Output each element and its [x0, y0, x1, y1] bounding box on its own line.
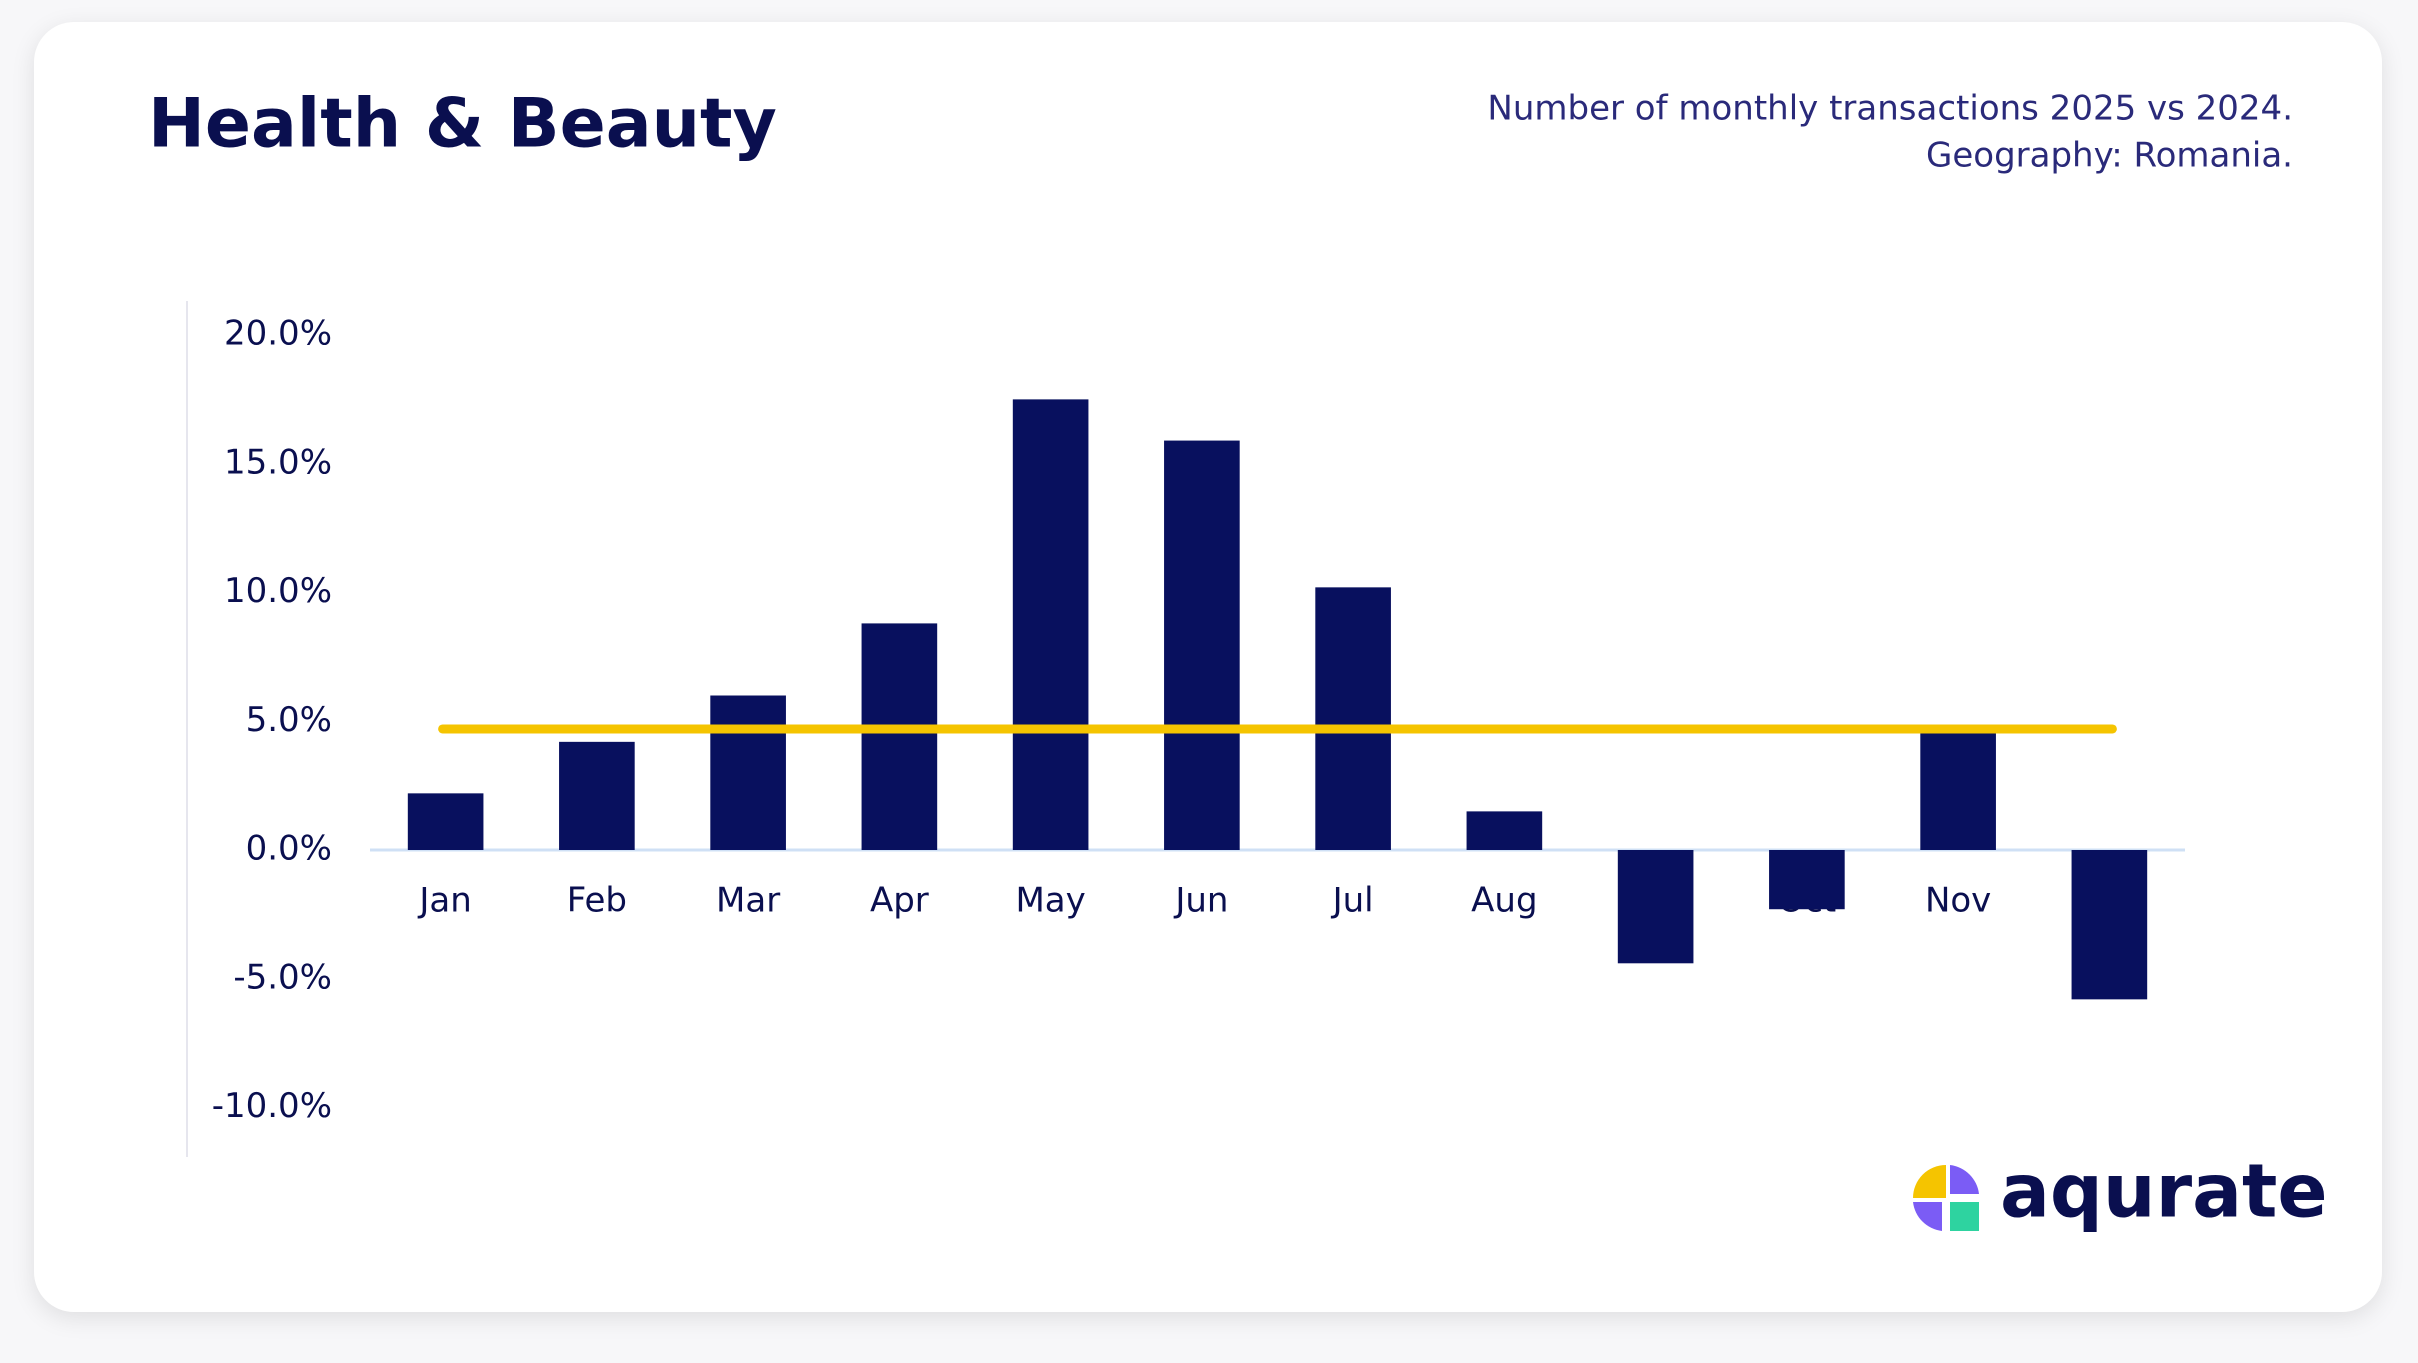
- bar: [710, 695, 786, 850]
- bar: [1164, 440, 1240, 850]
- x-tick-label: Apr: [870, 881, 929, 921]
- x-tick-label: Nov: [1925, 881, 1991, 921]
- bar: [559, 741, 635, 850]
- x-tick-label: Jan: [417, 881, 471, 921]
- x-tick-label: Mar: [716, 881, 780, 921]
- y-tick-label: -5.0%: [233, 957, 332, 997]
- logo-icon: [1913, 1165, 1979, 1231]
- y-tick-label: -10.0%: [212, 1086, 332, 1126]
- x-tick-label: Jun: [1173, 881, 1228, 921]
- y-tick-label: 0.0%: [246, 829, 332, 869]
- bar: [1920, 731, 1996, 850]
- chart-subtitle: Number of monthly transactions 2025 vs 2…: [1487, 89, 2293, 129]
- y-tick-label: 15.0%: [224, 442, 332, 482]
- y-tick-label: 20.0%: [224, 314, 332, 354]
- bar: [1769, 850, 1845, 910]
- x-tick-label: Jul: [1331, 881, 1374, 921]
- bar: [1466, 811, 1543, 850]
- x-tick-label: Aug: [1471, 881, 1537, 921]
- x-tick-label: Feb: [567, 881, 627, 921]
- bar: [2071, 850, 2148, 1000]
- bar: [407, 793, 484, 850]
- chart-subtitle: Geography: Romania.: [1926, 136, 2293, 176]
- chart-title: Health & Beauty: [148, 85, 777, 164]
- bar: [1012, 399, 1089, 850]
- bar: [1315, 587, 1391, 850]
- bar: [861, 623, 938, 850]
- logo-text: aqurate: [2000, 1149, 2328, 1235]
- bar: [1617, 850, 1694, 964]
- x-tick-label: May: [1015, 881, 1085, 921]
- y-tick-label: 5.0%: [246, 700, 332, 740]
- y-tick-label: 10.0%: [224, 571, 332, 611]
